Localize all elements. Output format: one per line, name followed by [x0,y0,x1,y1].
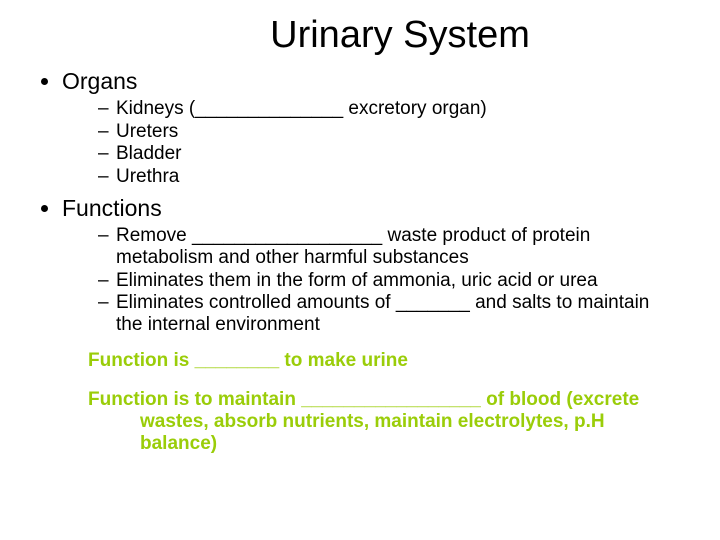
slide-title: Urinary System [40,14,680,57]
slide-container: Urinary System Organs Kidneys (_________… [0,0,720,540]
organs-heading: Organs [62,68,137,94]
section-organs: Organs Kidneys (______________ excretory… [62,67,680,188]
summary-line-1: Function is ________ to make urine [88,350,680,372]
organ-item: Ureters [98,121,680,143]
function-item: Eliminates controlled amounts of _______… [98,292,680,336]
summary-line-2a: Function is to maintain ________________… [88,389,639,410]
main-list: Organs Kidneys (______________ excretory… [40,67,680,336]
function-item: Eliminates them in the form of ammonia, … [98,270,680,292]
organ-item: Urethra [98,166,680,188]
functions-list: Remove __________________ waste product … [62,225,680,336]
organ-item: Kidneys (______________ excretory organ) [98,98,680,120]
organs-list: Kidneys (______________ excretory organ)… [62,98,680,188]
function-item: Remove __________________ waste product … [98,225,680,269]
summary-line-2b: wastes, absorb nutrients, maintain elect… [88,411,680,456]
summary-block: Function is ________ to make urine Funct… [88,350,680,456]
summary-line-2: Function is to maintain ________________… [88,389,680,456]
section-functions: Functions Remove __________________ wast… [62,194,680,336]
functions-heading: Functions [62,195,162,221]
organ-item: Bladder [98,143,680,165]
